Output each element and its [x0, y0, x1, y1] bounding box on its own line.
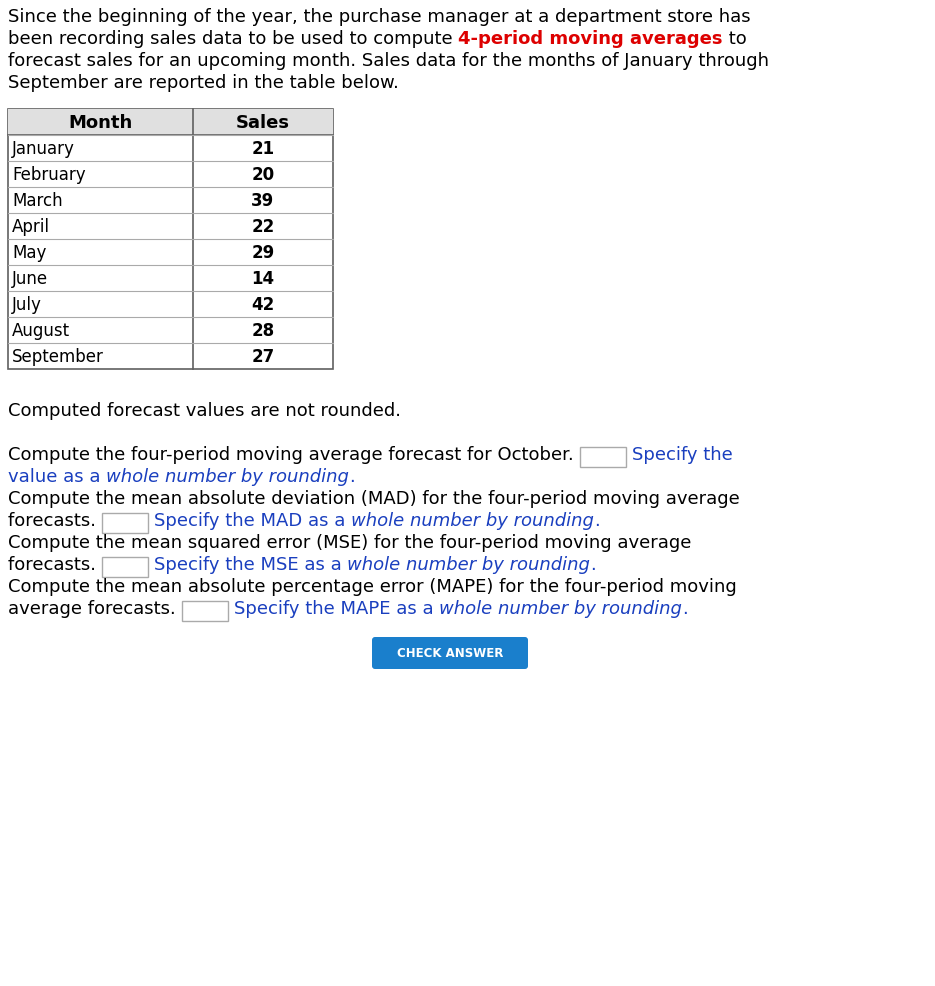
- Text: whole number by rounding: whole number by rounding: [439, 599, 682, 617]
- FancyBboxPatch shape: [372, 637, 528, 669]
- Text: to: to: [723, 30, 747, 48]
- Text: whole number by rounding: whole number by rounding: [351, 512, 594, 529]
- Text: September: September: [12, 348, 104, 366]
- Text: Compute the mean absolute percentage error (MAPE) for the four-period moving: Compute the mean absolute percentage err…: [8, 578, 737, 596]
- Text: March: March: [12, 192, 63, 210]
- Text: April: April: [12, 218, 50, 236]
- Text: 4-period moving averages: 4-period moving averages: [458, 30, 723, 48]
- Text: Compute the mean absolute deviation (MAD) for the four-period moving average: Compute the mean absolute deviation (MAD…: [8, 489, 740, 508]
- Text: 29: 29: [252, 244, 275, 261]
- Text: Specify the MAPE as a: Specify the MAPE as a: [234, 599, 439, 617]
- Text: Sales: Sales: [236, 114, 290, 132]
- Text: 39: 39: [252, 192, 275, 210]
- Text: 14: 14: [252, 270, 275, 288]
- Text: February: February: [12, 166, 86, 183]
- Text: .: .: [349, 467, 355, 485]
- Text: 22: 22: [252, 218, 275, 236]
- Text: 21: 21: [252, 140, 275, 158]
- Text: CHECK ANSWER: CHECK ANSWER: [396, 647, 503, 660]
- Text: 28: 28: [252, 321, 275, 339]
- Text: Compute the mean squared error (MSE) for the four-period moving average: Compute the mean squared error (MSE) for…: [8, 533, 691, 551]
- Bar: [102, 557, 148, 578]
- Text: May: May: [12, 244, 47, 261]
- Text: July: July: [12, 296, 42, 314]
- Text: August: August: [12, 321, 70, 339]
- Bar: [580, 448, 626, 467]
- Text: September are reported in the table below.: September are reported in the table belo…: [8, 74, 399, 92]
- Text: Specify the MAD as a: Specify the MAD as a: [153, 512, 351, 529]
- Bar: [8, 109, 333, 136]
- Text: Computed forecast values are not rounded.: Computed forecast values are not rounded…: [8, 401, 401, 420]
- Text: average forecasts.: average forecasts.: [8, 599, 181, 617]
- Text: value as a: value as a: [8, 467, 107, 485]
- Text: 42: 42: [252, 296, 275, 314]
- Text: Since the beginning of the year, the purchase manager at a department store has: Since the beginning of the year, the pur…: [8, 8, 751, 26]
- Text: .: .: [682, 599, 687, 617]
- Text: 20: 20: [252, 166, 275, 183]
- Bar: [8, 109, 333, 370]
- Text: forecast sales for an upcoming month. Sales data for the months of January throu: forecast sales for an upcoming month. Sa…: [8, 52, 769, 70]
- Text: forecasts.: forecasts.: [8, 555, 102, 574]
- Bar: [102, 514, 148, 533]
- Text: whole number by rounding: whole number by rounding: [347, 555, 590, 574]
- Text: Specify the MSE as a: Specify the MSE as a: [153, 555, 347, 574]
- Text: Specify the: Specify the: [631, 446, 732, 463]
- Text: whole number by rounding: whole number by rounding: [107, 467, 349, 485]
- Text: June: June: [12, 270, 48, 288]
- Text: Compute the four-period moving average forecast for October.: Compute the four-period moving average f…: [8, 446, 580, 463]
- Text: forecasts.: forecasts.: [8, 512, 102, 529]
- Text: .: .: [594, 512, 599, 529]
- Text: been recording sales data to be used to compute: been recording sales data to be used to …: [8, 30, 458, 48]
- Text: 27: 27: [252, 348, 275, 366]
- Bar: [181, 601, 227, 621]
- Text: January: January: [12, 140, 75, 158]
- Text: .: .: [590, 555, 596, 574]
- Text: Month: Month: [68, 114, 133, 132]
